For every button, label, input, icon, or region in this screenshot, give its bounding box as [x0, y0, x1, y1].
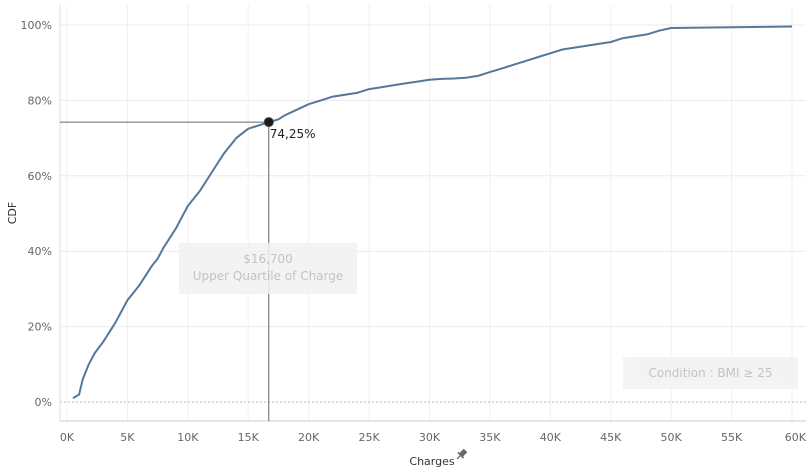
x-tick-label: 0K — [60, 431, 75, 444]
x-tick-label: 20K — [298, 431, 320, 444]
y-tick-labels: 0% 20% 40% 60% 80% 100% — [21, 19, 52, 409]
x-tick-label: 5K — [120, 431, 135, 444]
quartile-caption: Upper Quartile of Charge — [192, 269, 344, 283]
x-axis-title: Charges — [409, 455, 454, 468]
grid-lines — [60, 5, 806, 421]
series-line-cdf[interactable] — [72, 25, 793, 400]
quartile-annotation: $16,700 Upper Quartile of Charge — [179, 243, 357, 294]
upper-quartile-marker[interactable] — [263, 117, 274, 128]
x-tick-label: 10K — [177, 431, 199, 444]
x-tick-label: 45K — [600, 431, 622, 444]
y-tick-label: 80% — [28, 94, 52, 107]
condition-annotation: Condition : BMI ≥ 25 — [623, 357, 798, 389]
marker-label: 74,25% — [270, 127, 316, 141]
x-tick-label: 40K — [540, 431, 562, 444]
y-tick-label: 0% — [35, 396, 52, 409]
x-tick-label: 15K — [238, 431, 260, 444]
y-tick-label: 60% — [28, 170, 52, 183]
x-tick-label: 60K — [785, 431, 807, 444]
quartile-value: $16,700 — [243, 252, 293, 266]
y-tick-label: 40% — [28, 245, 52, 258]
pin-icon[interactable] — [454, 448, 468, 462]
x-tick-label: 55K — [721, 431, 743, 444]
y-tick-label: 20% — [28, 321, 52, 334]
x-tick-label: 25K — [358, 431, 380, 444]
y-axis-title: CDF — [6, 202, 19, 224]
x-tick-label: 35K — [479, 431, 501, 444]
x-tick-label: 30K — [419, 431, 441, 444]
x-tick-labels: 0K 5K 10K 15K 20K 25K 30K 35K 40K 45K 50K 55K 60K — [60, 431, 807, 444]
y-tick-label: 100% — [21, 19, 52, 32]
x-tick-label: 50K — [661, 431, 683, 444]
